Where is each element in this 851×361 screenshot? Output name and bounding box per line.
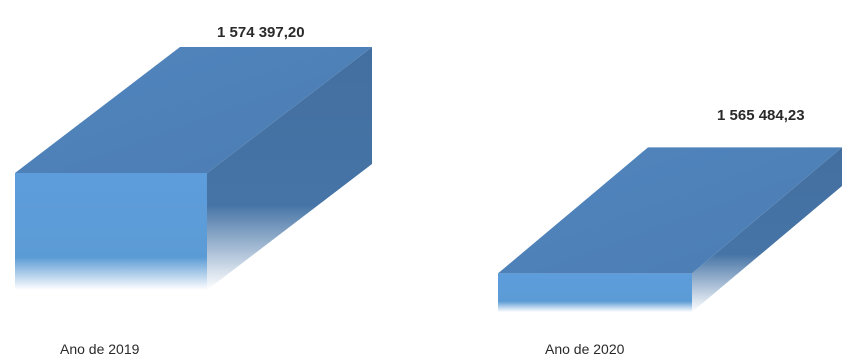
data-label-2019: 1 574 397,20 bbox=[217, 24, 305, 41]
category-label-2020: Ano de 2020 bbox=[545, 341, 625, 357]
bar-2020 bbox=[498, 147, 842, 312]
bar-2019-top bbox=[15, 47, 372, 173]
data-label-2020: 1 565 484,23 bbox=[717, 107, 805, 124]
bar-2019-front bbox=[15, 173, 207, 290]
category-label-2019: Ano de 2019 bbox=[60, 341, 140, 357]
bar-2019-side bbox=[207, 47, 372, 290]
bar-2020-side bbox=[692, 147, 842, 312]
bar-2019 bbox=[15, 47, 372, 290]
bar-2020-top bbox=[498, 147, 842, 274]
bar-2020-front bbox=[498, 273, 692, 312]
